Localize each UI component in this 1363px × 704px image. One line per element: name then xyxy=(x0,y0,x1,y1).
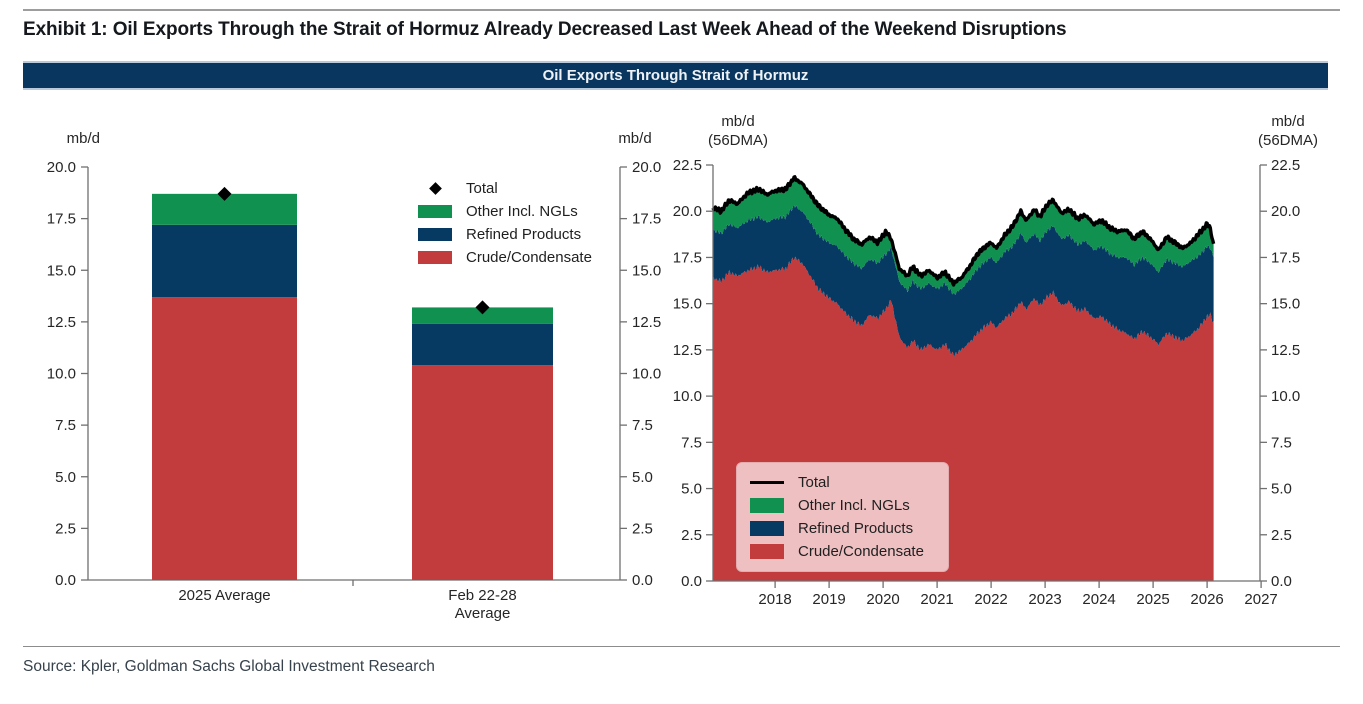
legend-label: Other Incl. NGLs xyxy=(798,497,910,514)
area-chart-right-axis-unit: mb/d (56DMA) xyxy=(1257,113,1318,149)
bar-chart-left-axis-unit: mb/d xyxy=(66,130,100,147)
svg-text:10.0: 10.0 xyxy=(632,366,661,383)
svg-text:2.5: 2.5 xyxy=(55,520,76,537)
chart-banner-title: Oil Exports Through Strait of Hormuz xyxy=(542,67,809,84)
total-line-icon xyxy=(749,481,785,484)
svg-text:0.0: 0.0 xyxy=(1271,573,1292,590)
svg-text:7.5: 7.5 xyxy=(681,434,702,451)
svg-text:20.0: 20.0 xyxy=(673,203,702,220)
area-chart-left-axis-unit: mb/d (56DMA) xyxy=(707,113,768,149)
svg-text:2018: 2018 xyxy=(758,591,791,608)
svg-text:5.0: 5.0 xyxy=(632,469,653,486)
svg-text:10.0: 10.0 xyxy=(1271,388,1300,405)
legend-item-total: Total xyxy=(749,471,936,494)
svg-text:15.0: 15.0 xyxy=(673,296,702,313)
svg-text:12.5: 12.5 xyxy=(1271,342,1300,359)
svg-text:15.0: 15.0 xyxy=(47,262,76,279)
svg-text:Average: Average xyxy=(455,605,511,622)
refined-swatch-icon xyxy=(417,228,453,241)
crude-swatch-icon xyxy=(749,544,785,559)
chart-banner: Oil Exports Through Strait of Hormuz xyxy=(23,61,1328,90)
legend-item-refined: Refined Products xyxy=(749,517,936,540)
legend-label: Other Incl. NGLs xyxy=(466,203,578,220)
crude-swatch-icon xyxy=(417,251,453,264)
legend-item-other: Other Incl. NGLs xyxy=(749,494,936,517)
svg-text:22.5: 22.5 xyxy=(1271,157,1300,174)
svg-text:7.5: 7.5 xyxy=(55,417,76,434)
svg-text:20.0: 20.0 xyxy=(1271,203,1300,220)
legend-label: Total xyxy=(798,474,830,491)
svg-text:15.0: 15.0 xyxy=(1271,296,1300,313)
svg-text:20.0: 20.0 xyxy=(632,159,661,176)
source-divider xyxy=(23,646,1340,647)
svg-text:2027: 2027 xyxy=(1244,591,1277,608)
legend-item-crude: Crude/Condensate xyxy=(749,540,936,563)
legend-label: Crude/Condensate xyxy=(798,543,924,560)
svg-text:2019: 2019 xyxy=(812,591,845,608)
svg-text:7.5: 7.5 xyxy=(632,417,653,434)
svg-text:2.5: 2.5 xyxy=(632,520,653,537)
svg-text:15.0: 15.0 xyxy=(632,262,661,279)
svg-text:10.0: 10.0 xyxy=(673,388,702,405)
svg-text:2.5: 2.5 xyxy=(1271,527,1292,544)
legend-label: Total xyxy=(466,180,498,197)
legend-item-other: Other Incl. NGLs xyxy=(417,200,592,223)
legend-item-total: Total xyxy=(417,177,592,200)
other-swatch-icon xyxy=(749,498,785,513)
source-note: Source: Kpler, Goldman Sachs Global Inve… xyxy=(23,658,435,675)
top-rule xyxy=(23,9,1340,11)
svg-text:2021: 2021 xyxy=(920,591,953,608)
svg-text:5.0: 5.0 xyxy=(55,469,76,486)
area-chart-legend: Total Other Incl. NGLs Refined Products … xyxy=(736,462,949,572)
svg-text:2.5: 2.5 xyxy=(681,527,702,544)
svg-text:2024: 2024 xyxy=(1082,591,1115,608)
refined-swatch-icon xyxy=(749,521,785,536)
legend-item-refined: Refined Products xyxy=(417,223,592,246)
svg-text:12.5: 12.5 xyxy=(673,342,702,359)
bar-chart-right-axis-unit: mb/d xyxy=(618,130,652,147)
svg-text:5.0: 5.0 xyxy=(1271,481,1292,498)
svg-text:17.5: 17.5 xyxy=(632,211,661,228)
svg-text:2025: 2025 xyxy=(1136,591,1169,608)
svg-text:17.5: 17.5 xyxy=(47,211,76,228)
legend-label: Refined Products xyxy=(798,520,914,537)
svg-text:20.0: 20.0 xyxy=(47,159,76,176)
bar-chart-legend: Total Other Incl. NGLs Refined Products … xyxy=(417,177,592,269)
legend-label: Crude/Condensate xyxy=(466,249,592,266)
svg-text:Feb 22-28: Feb 22-28 xyxy=(448,587,516,604)
bar-chart: 20.0 20.0 17.5 17.5 15.0 15.0 12.5 12.5 10.0 10.0… xyxy=(47,159,661,622)
total-diamond-icon xyxy=(417,182,453,195)
legend-label: Refined Products xyxy=(466,226,582,243)
svg-text:0.0: 0.0 xyxy=(681,573,702,590)
svg-text:0.0: 0.0 xyxy=(632,572,653,589)
svg-text:2020: 2020 xyxy=(866,591,899,608)
svg-text:22.5: 22.5 xyxy=(673,157,702,174)
svg-text:5.0: 5.0 xyxy=(681,481,702,498)
svg-text:2023: 2023 xyxy=(1028,591,1061,608)
svg-text:2026: 2026 xyxy=(1190,591,1223,608)
legend-item-crude: Crude/Condensate xyxy=(417,246,592,269)
svg-text:7.5: 7.5 xyxy=(1271,434,1292,451)
other-swatch-icon xyxy=(417,205,453,218)
svg-text:17.5: 17.5 xyxy=(673,249,702,266)
svg-text:12.5: 12.5 xyxy=(47,314,76,331)
svg-text:0.0: 0.0 xyxy=(55,572,76,589)
exhibit-title: Exhibit 1: Oil Exports Through the Strai… xyxy=(23,19,1067,40)
svg-text:12.5: 12.5 xyxy=(632,314,661,331)
svg-text:2025 Average: 2025 Average xyxy=(178,587,270,604)
svg-text:2022: 2022 xyxy=(974,591,1007,608)
svg-text:10.0: 10.0 xyxy=(47,366,76,383)
svg-text:17.5: 17.5 xyxy=(1271,249,1300,266)
